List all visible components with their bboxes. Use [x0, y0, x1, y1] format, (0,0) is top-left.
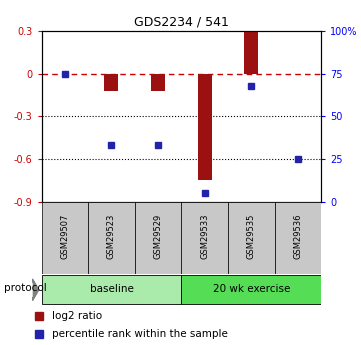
Text: GSM29529: GSM29529 [153, 214, 162, 259]
Text: baseline: baseline [90, 284, 134, 294]
Bar [151, 74, 165, 91]
Text: log2 ratio: log2 ratio [52, 311, 102, 321]
Text: GSM29507: GSM29507 [60, 214, 69, 259]
Bar [182, 275, 321, 304]
Bar [182, 202, 228, 274]
Text: GSM29533: GSM29533 [200, 214, 209, 259]
Bar [135, 202, 181, 274]
Bar [198, 74, 212, 180]
Text: protocol: protocol [4, 283, 46, 293]
Text: 20 wk exercise: 20 wk exercise [213, 284, 290, 294]
Text: GSM29535: GSM29535 [247, 214, 256, 259]
Bar [88, 202, 135, 274]
FancyArrow shape [32, 279, 39, 300]
Bar [275, 202, 321, 274]
Text: percentile rank within the sample: percentile rank within the sample [52, 329, 227, 339]
Bar [42, 275, 181, 304]
Bar [42, 202, 88, 274]
Bar [104, 74, 118, 91]
Title: GDS2234 / 541: GDS2234 / 541 [134, 16, 229, 29]
Bar [228, 202, 275, 274]
Text: GSM29536: GSM29536 [293, 214, 303, 259]
Text: GSM29523: GSM29523 [107, 214, 116, 259]
Bar [244, 31, 258, 74]
